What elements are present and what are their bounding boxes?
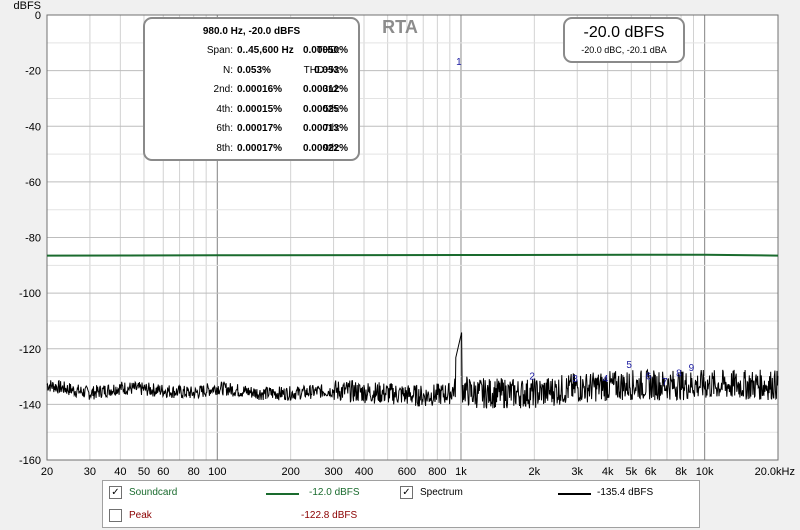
harmonics-label: N: [223, 64, 233, 76]
x-tick-label: 300 [324, 466, 342, 478]
rta-plot[interactable]: 0 -20 -40 -60 -80 -100 -120 -140 -160 dBFS 20 30 40 5… [0, 0, 800, 478]
level-main-readout: -20.0 dBFS [583, 24, 665, 41]
harmonics-value: 0.00022% [302, 143, 348, 154]
y-tick-label: -20 [25, 66, 41, 78]
y-tick-label: -160 [19, 455, 41, 467]
y-tick-label: -40 [25, 121, 41, 133]
harmonics-value: 0.00012% [302, 84, 348, 96]
harmonics-value: 0.00016% [237, 84, 283, 96]
harmonics-value: 0.053% [237, 64, 271, 76]
x-tick-label: 800 [428, 466, 446, 478]
x-tick-label: 20.0kHz [755, 466, 795, 478]
x-tick-label: 30 [84, 466, 96, 478]
harmonics-label: 5th: [323, 103, 340, 115]
soundcard-checkbox[interactable]: ✓ [109, 486, 122, 499]
soundcard-value: -12.0 dBFS [309, 487, 360, 498]
x-tick-label: 50 [138, 466, 150, 478]
x-tick-label: 40 [114, 466, 126, 478]
spectrum-value: -135.4 dBFS [597, 487, 654, 498]
x-tick-label: 6k [645, 466, 657, 478]
harmonic-marker-label: 1 [456, 57, 462, 68]
harmonics-value: 0.053% [314, 64, 348, 76]
spectrum-label: Spectrum [420, 487, 463, 498]
x-tick-label: 8k [675, 466, 687, 478]
y-tick-label: 0 [35, 10, 41, 22]
harmonics-title: 980.0 Hz, -20.0 dBFS [202, 26, 301, 37]
legend-panel: ✓ Soundcard -12.0 dBFS ✓ Spectrum -135.4… [102, 480, 700, 528]
harmonics-label: 7th: [323, 123, 340, 135]
harmonics-label: Span: [206, 45, 233, 56]
harmonics-label: 9th: [323, 143, 340, 154]
x-tick-label: 10k [696, 466, 714, 478]
x-tick-label: 60 [157, 466, 169, 478]
harmonics-label: 3rd: [322, 84, 340, 96]
harmonics-label: 6th: [216, 123, 233, 135]
peak-checkbox[interactable] [109, 509, 122, 522]
harmonics-label: THD+N: [303, 64, 340, 76]
harmonics-row: 8th: 0.00017% 9th: 0.00022% [145, 143, 358, 157]
level-weighted-readout: -20.0 dBC, -20.1 dBA [581, 45, 667, 55]
harmonics-label: THD: [316, 45, 340, 56]
harmonics-value: 0.00050% [302, 45, 348, 56]
x-tick-label: 4k [602, 466, 614, 478]
harmonics-value: 0..45,600 Hz [237, 45, 294, 56]
y-tick-label: -120 [19, 344, 41, 356]
soundcard-swatch [266, 493, 299, 495]
peak-value: -122.8 dBFS [301, 510, 358, 521]
level-panel: -20.0 dBFS -20.0 dBC, -20.1 dBA [563, 17, 685, 63]
harmonics-value: 0.00015% [237, 103, 283, 115]
harmonics-value: 0.00017% [237, 143, 283, 154]
harmonic-marker-label: 2 [529, 371, 535, 382]
soundcard-label: Soundcard [129, 487, 178, 498]
harmonics-row: 2nd: 0.00016% 3rd: 0.00012% [145, 84, 358, 98]
harmonics-row: 6th: 0.00017% 7th: 0.00013% [145, 123, 358, 137]
chart-title: RTA [382, 17, 418, 37]
x-tick-label: 400 [355, 466, 373, 478]
x-tick-label: 100 [208, 466, 226, 478]
x-tick-label: 200 [281, 466, 299, 478]
harmonics-panel: 980.0 Hz, -20.0 dBFS Span: 0..45,600 Hz TH… [143, 17, 360, 161]
harmonics-row: N: 0.053% THD+N: 0.053% [145, 65, 358, 79]
y-axis-label: dBFS [13, 0, 41, 12]
x-tick-label: 1k [455, 466, 467, 478]
harmonics-row: 4th: 0.00015% 5th: 0.00025% [145, 104, 358, 118]
y-tick-label: -80 [25, 233, 41, 245]
harmonic-marker-label: 6 [646, 371, 652, 382]
y-tick-label: -140 [19, 399, 41, 411]
y-tick-label: -100 [19, 288, 41, 300]
peak-label: Peak [129, 510, 152, 521]
harmonic-marker-label: 5 [626, 360, 632, 371]
harmonics-label: 8th: [216, 143, 233, 154]
harmonic-marker-label: 4 [603, 374, 609, 385]
spectrum-swatch [558, 493, 591, 495]
harmonic-marker-label: 3 [572, 374, 578, 385]
x-tick-label: 600 [398, 466, 416, 478]
harmonics-value: 0.00017% [237, 123, 283, 135]
harmonic-marker-label: 7 [662, 377, 668, 388]
harmonics-label: 2nd: [213, 84, 233, 96]
harmonic-marker-label: 8 [676, 369, 682, 380]
harmonics-value: 0.00013% [302, 123, 348, 135]
spectrum-checkbox[interactable]: ✓ [400, 486, 413, 499]
x-tick-label: 3k [571, 466, 583, 478]
harmonics-value: 0.00025% [302, 103, 348, 115]
series-line-soundcard [46, 253, 779, 257]
harmonic-marker-label: 9 [689, 363, 695, 374]
plot-frame [46, 14, 779, 461]
x-tick-label: 20 [41, 466, 53, 478]
series-line-spectrum [46, 332, 779, 409]
x-tick-label: 80 [188, 466, 200, 478]
harmonics-label: 4th: [216, 103, 233, 115]
x-tick-label: 5k [625, 466, 637, 478]
x-tick-label: 2k [529, 466, 541, 478]
y-tick-label: -60 [25, 177, 41, 189]
harmonics-row: Span: 0..45,600 Hz THD: 0.00050% [145, 45, 358, 59]
